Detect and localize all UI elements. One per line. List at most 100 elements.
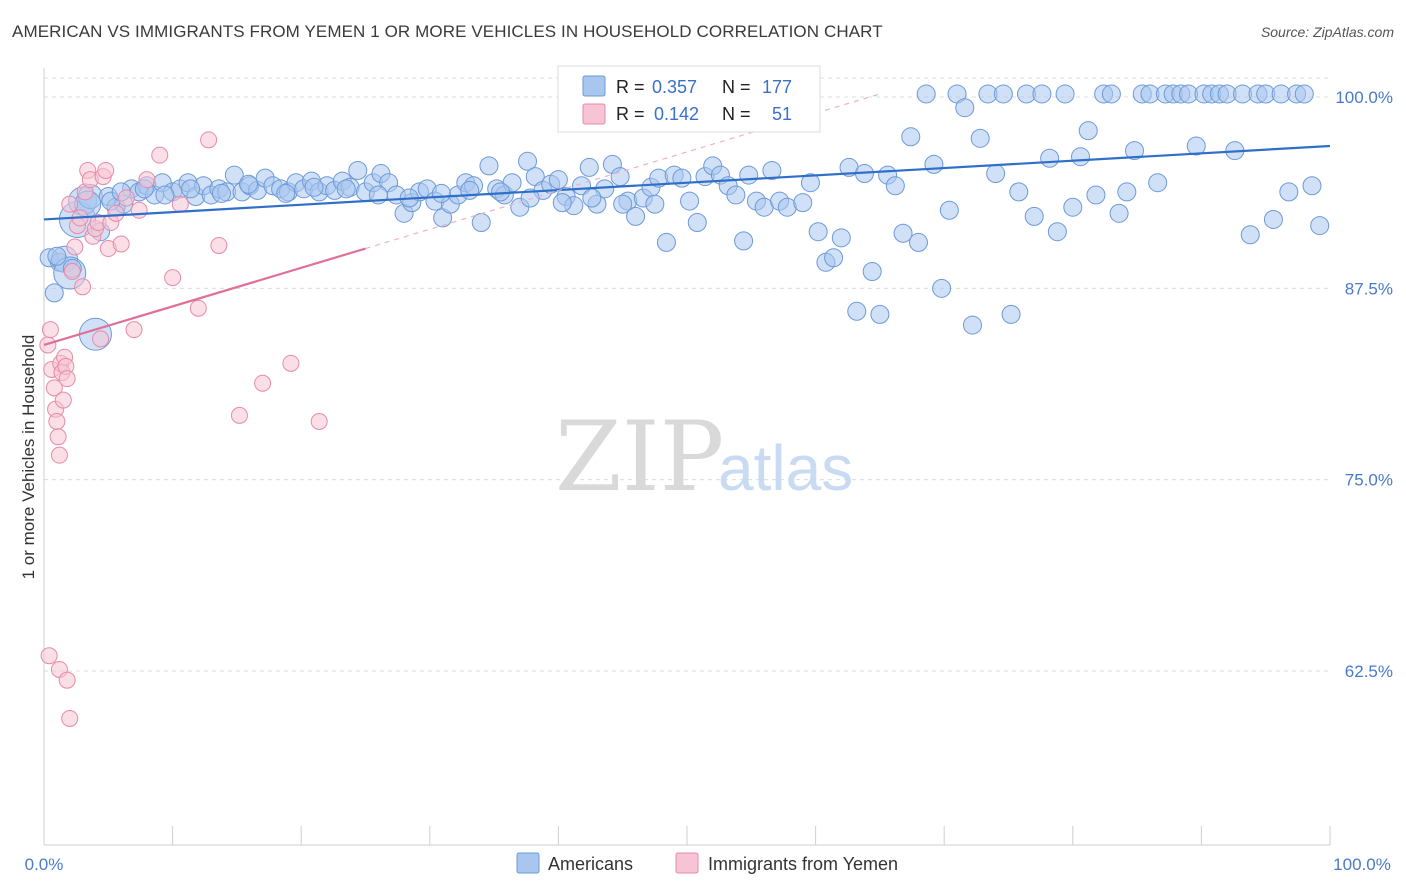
y-tick-labels: 62.5% 75.0% 87.5% 100.0% xyxy=(1335,88,1393,681)
americans-point xyxy=(1086,185,1106,205)
americans-point xyxy=(460,180,480,200)
stats-pink-swatch xyxy=(582,103,606,125)
americans-point xyxy=(993,84,1013,104)
americans-point xyxy=(1186,136,1206,156)
yemen-point xyxy=(48,413,66,431)
americans-point xyxy=(1001,304,1021,324)
americans-point xyxy=(520,188,540,208)
yemen-point xyxy=(39,336,57,354)
yemen-point xyxy=(210,236,228,254)
legend: Americans Immigrants from Yemen xyxy=(516,852,898,874)
americans-point xyxy=(687,213,707,233)
americans-point xyxy=(831,228,851,248)
americans-point xyxy=(518,151,538,171)
chart-source: Source: ZipAtlas.com xyxy=(1260,24,1394,40)
americans-point xyxy=(970,128,990,148)
yemen-trend-line xyxy=(43,247,366,347)
yemen-point xyxy=(282,354,300,372)
yemen-point xyxy=(97,161,115,179)
stats-blue-r-value: 0.357 xyxy=(652,77,697,97)
yemen-point xyxy=(230,406,248,424)
stats-pink-n-label: N = xyxy=(722,104,751,124)
yemen-point xyxy=(310,413,328,431)
americans-point xyxy=(1240,225,1260,245)
legend-yemen-label: Immigrants from Yemen xyxy=(708,854,898,874)
legend-yemen-swatch xyxy=(675,852,699,874)
stats-box: R = 0.357 N = 177 R = 0.142 N = 51 xyxy=(557,65,821,133)
americans-point xyxy=(1040,148,1060,168)
x-tick-label-max: 100.0% xyxy=(1333,855,1391,874)
americans-point xyxy=(548,170,568,190)
americans-point xyxy=(582,188,602,208)
yemen-point xyxy=(254,374,272,392)
americans-point xyxy=(304,177,324,197)
americans-point xyxy=(224,165,244,185)
americans-point xyxy=(986,164,1006,184)
yemen-point xyxy=(138,171,156,189)
watermark-atlas: atlas xyxy=(718,432,853,504)
stats-pink-r-label: R = xyxy=(616,104,645,124)
americans-point xyxy=(908,232,928,252)
americans-point xyxy=(726,185,746,205)
americans-point xyxy=(1148,173,1168,193)
yemen-point xyxy=(54,391,72,409)
yemen-point xyxy=(50,446,68,464)
americans-point xyxy=(1101,84,1121,104)
americans-point xyxy=(1302,176,1322,196)
yemen-point xyxy=(66,238,84,256)
yemen-point xyxy=(61,709,79,727)
americans-point xyxy=(1294,84,1314,104)
americans-point xyxy=(348,160,368,180)
americans-point xyxy=(739,165,759,185)
americans-point xyxy=(336,179,356,199)
americans-point xyxy=(1063,197,1083,217)
americans-point xyxy=(1279,182,1299,202)
americans-point xyxy=(431,183,451,203)
americans-point xyxy=(491,182,511,202)
americans-point xyxy=(824,248,844,268)
yemen-point xyxy=(164,269,182,287)
yemen-point xyxy=(171,195,189,213)
americans-point xyxy=(1024,206,1044,226)
y-tick-label: 75.0% xyxy=(1345,471,1393,490)
americans-point xyxy=(1047,222,1067,242)
legend-americans-swatch xyxy=(516,852,540,874)
yemen-point xyxy=(41,321,59,339)
americans-point xyxy=(276,183,296,203)
x-axis-ticks xyxy=(43,826,1331,845)
americans-point xyxy=(893,223,913,243)
yemen-point xyxy=(49,428,67,446)
y-tick-label: 87.5% xyxy=(1345,279,1393,298)
americans-point xyxy=(808,222,828,242)
yemen-point xyxy=(45,379,63,397)
americans-point xyxy=(645,194,665,214)
americans-point xyxy=(44,283,64,303)
americans-point xyxy=(1310,216,1330,236)
americans-point xyxy=(862,261,882,281)
americans-point xyxy=(932,278,952,298)
americans-point xyxy=(901,127,921,147)
americans-point xyxy=(924,154,944,174)
americans-point xyxy=(626,206,646,226)
americans-point xyxy=(211,183,231,203)
chart-title: AMERICAN VS IMMIGRANTS FROM YEMEN 1 OR M… xyxy=(12,22,883,41)
americans-point xyxy=(1125,141,1145,161)
yemen-point xyxy=(63,262,81,280)
americans-point xyxy=(1109,203,1129,223)
yemen-point xyxy=(74,278,92,296)
americans-point xyxy=(552,193,572,213)
yemen-point xyxy=(130,201,148,219)
yemen-point xyxy=(125,321,143,339)
americans-point xyxy=(870,304,890,324)
yemen-point xyxy=(189,299,207,317)
americans-point xyxy=(656,232,676,252)
yemen-point xyxy=(117,189,135,207)
yemen-point xyxy=(112,235,130,253)
americans-point xyxy=(800,173,820,193)
americans-point xyxy=(680,191,700,211)
americans-point xyxy=(181,179,201,199)
americans-point xyxy=(847,301,867,321)
yemen-point xyxy=(107,204,125,222)
y-tick-label: 62.5% xyxy=(1345,662,1393,681)
